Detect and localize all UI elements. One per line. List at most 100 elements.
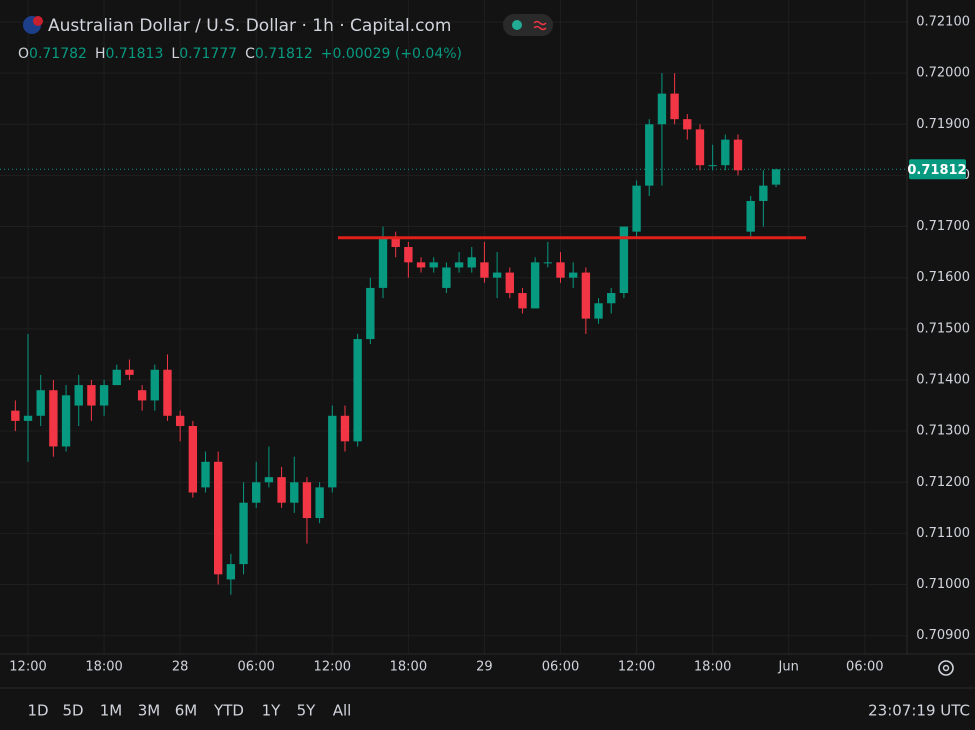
ohlc-key: C: [245, 46, 255, 62]
candle-body: [252, 482, 261, 503]
candle-body: [99, 385, 109, 406]
settings-icon[interactable]: [938, 660, 954, 676]
candle-body: [759, 185, 768, 201]
candle-body: [442, 267, 451, 288]
y-tick-label: 0.71200: [916, 475, 970, 490]
candle-body: [632, 185, 641, 232]
candle-body: [36, 390, 45, 416]
change-value: +0.00029 (+0.04%): [321, 46, 462, 62]
x-tick-label: 12:00: [314, 660, 351, 675]
candle-body: [226, 564, 236, 580]
last-price-label: 0.71812: [907, 163, 966, 178]
ohlc-value: 0.71777: [179, 46, 237, 62]
candle-body: [264, 477, 274, 483]
candle-body: [366, 287, 375, 340]
x-tick-label: 12:00: [618, 660, 655, 675]
ohlc-key: L: [171, 46, 179, 62]
ohlc-legend: O0.71782 H0.71813 L0.71777 C0.71812 +0.00029…: [18, 46, 462, 62]
y-tick-label: 0.71100: [916, 526, 970, 541]
candle-body: [607, 293, 616, 304]
chart-title: Australian Dollar / U.S. Dollar · 1h · C…: [48, 16, 451, 36]
range-button[interactable]: 1M: [100, 702, 123, 720]
y-tick-label: 0.71500: [916, 321, 970, 336]
candle-body: [721, 139, 730, 166]
flag-icon: [33, 16, 43, 26]
y-tick-label: 0.71300: [916, 424, 970, 439]
candle-body: [137, 390, 147, 401]
candle-body: [214, 461, 223, 575]
candle-body: [746, 200, 755, 232]
range-button[interactable]: All: [333, 702, 352, 720]
candle-body: [315, 487, 324, 519]
range-button[interactable]: 5D: [62, 702, 83, 720]
candle-body: [467, 257, 476, 268]
y-tick-label: 0.71600: [916, 270, 970, 285]
x-tick-label: 06:00: [237, 660, 274, 675]
candle-body: [277, 477, 286, 503]
candle-body: [581, 272, 591, 319]
x-tick-label: 12:00: [9, 660, 46, 675]
candle-body: [378, 236, 388, 288]
candle-body: [188, 426, 198, 493]
candle-body: [530, 262, 540, 309]
candle-body: [594, 303, 603, 319]
indicator-icon: [533, 20, 547, 31]
candle-body: [454, 262, 464, 268]
ohlc-value: 0.71782: [29, 46, 87, 62]
candle-body: [518, 293, 527, 309]
candle-body: [175, 415, 185, 427]
candle-body: [708, 165, 717, 167]
status-dot: [512, 20, 522, 30]
range-button[interactable]: 5Y: [297, 702, 317, 720]
candle-body: [150, 369, 159, 401]
settings-gear: [938, 660, 954, 676]
candle-body: [416, 262, 426, 268]
y-tick-label: 0.70900: [916, 628, 970, 643]
candle-body: [695, 129, 705, 166]
x-tick-label: Jun: [778, 660, 799, 675]
ohlc-value: 0.71812: [255, 46, 313, 62]
candle-body: [340, 415, 350, 442]
range-button[interactable]: YTD: [213, 702, 244, 720]
ohlc-value: 0.71813: [105, 46, 163, 62]
candle-body: [619, 226, 629, 294]
x-tick-label: 06:00: [542, 660, 579, 675]
range-button[interactable]: 3M: [138, 702, 161, 720]
last-price-badge: [909, 159, 966, 180]
candle-body: [328, 415, 337, 488]
candle-body: [61, 395, 71, 447]
candle-body: [556, 262, 565, 278]
y-tick-label: 0.71900: [916, 117, 970, 132]
candle-body: [492, 272, 502, 278]
y-tick-label: 0.71400: [916, 372, 970, 387]
x-tick-label: 18:00: [390, 660, 427, 675]
candle-body: [302, 482, 312, 519]
x-tick-label: 06:00: [846, 660, 883, 675]
candle-body: [733, 139, 743, 171]
y-tick-label: 0.71700: [916, 219, 970, 234]
candles: [11, 73, 781, 595]
settings-gear: [942, 664, 950, 672]
candle-body: [505, 272, 514, 294]
ohlc-key: O: [18, 46, 29, 62]
range-button[interactable]: 1D: [27, 702, 48, 720]
candle-body: [429, 262, 438, 268]
candle-body: [543, 262, 553, 264]
candle-body: [163, 369, 172, 416]
candle-body: [391, 236, 400, 248]
range-button[interactable]: 6M: [175, 702, 198, 720]
status-pill[interactable]: [503, 14, 553, 36]
range-button[interactable]: 1Y: [262, 702, 282, 720]
x-tick-label: 29: [476, 660, 493, 675]
y-tick-label: 0.71000: [916, 577, 970, 592]
candle-body: [480, 262, 489, 278]
candle-body: [353, 339, 362, 442]
candle-body: [74, 385, 83, 406]
candle-body: [23, 415, 33, 421]
candle-body: [568, 272, 578, 278]
candle-body: [239, 502, 248, 565]
candle-body: [201, 461, 210, 488]
candle-body: [49, 390, 58, 447]
